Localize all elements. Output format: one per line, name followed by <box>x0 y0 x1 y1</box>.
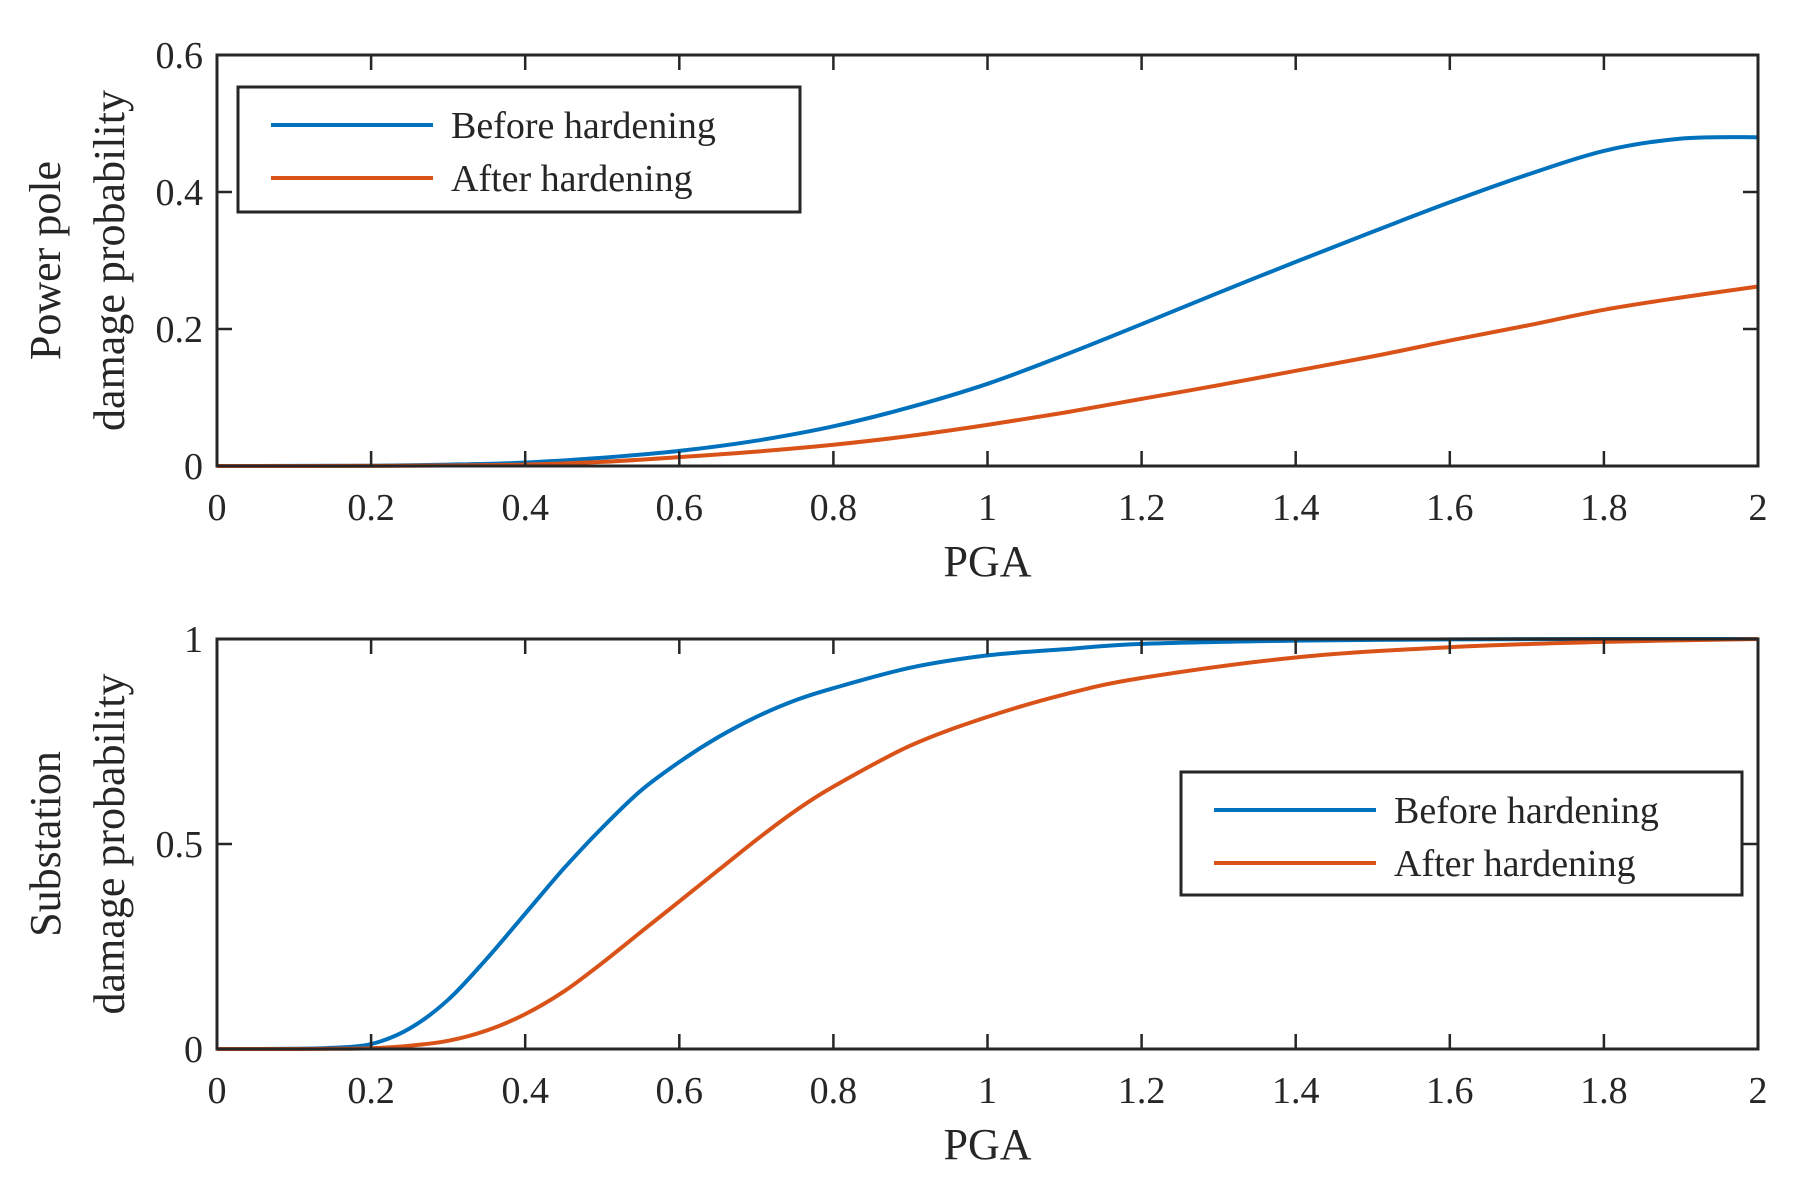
y-tick-label: 0 <box>184 446 203 488</box>
power-pole-chart: 0 0.2 0.4 0.6 0.8 1 1.2 1.4 1.6 1.8 2 0 0.2 0.4 0.6 PGA… <box>21 35 1768 586</box>
legend-label-before-hardening: Before hardening <box>451 105 716 147</box>
legend-label-after-hardening: After hardening <box>1394 843 1636 885</box>
legend-label-before-hardening: Before hardening <box>1394 790 1659 832</box>
y-tick-label: 0 <box>184 1029 203 1071</box>
y-tick-label: 1 <box>184 619 203 661</box>
y-tick-label: 0.6 <box>156 35 204 77</box>
x-tick-label: 0.4 <box>501 1070 549 1112</box>
x-tick-label: 0.4 <box>501 487 549 529</box>
x-tick-label: 1.2 <box>1118 487 1166 529</box>
legend-box <box>1179 770 1744 897</box>
x-tick-label: 1.6 <box>1426 1070 1474 1112</box>
x-axis-label: PGA <box>943 1120 1031 1169</box>
x-tick-label: 1.8 <box>1580 487 1628 529</box>
x-tick-label: 1.4 <box>1272 487 1320 529</box>
series-line-after-hardening <box>217 637 1759 1051</box>
x-tick-label: 1.8 <box>1580 1070 1628 1112</box>
x-tick-label: 1 <box>978 1070 997 1112</box>
x-tick-label: 1 <box>978 487 997 529</box>
x-tick-label: 0.6 <box>656 1070 704 1112</box>
legend: Before hardening After hardening <box>1179 770 1744 897</box>
x-tick-label: 0.2 <box>347 487 395 529</box>
x-tick-label: 0.6 <box>656 487 704 529</box>
y-tick-label: 0.5 <box>156 824 204 866</box>
y-axis-label-line-1: Power pole <box>21 161 70 360</box>
x-tick-label: 0 <box>208 487 227 529</box>
y-axis-label-line-2: damage probability <box>85 90 134 431</box>
y-axis-label-line-1: Substation <box>21 751 70 937</box>
legend-label-after-hardening: After hardening <box>451 158 693 200</box>
legend-box <box>236 85 802 214</box>
x-tick-label: 0.2 <box>347 1070 395 1112</box>
x-tick-label: 2 <box>1749 1070 1768 1112</box>
substation-chart: 0 0.2 0.4 0.6 0.8 1 1.2 1.4 1.6 1.8 2 0 0.5 1 PGA Subst… <box>21 619 1768 1169</box>
x-tick-label: 1.4 <box>1272 1070 1320 1112</box>
x-tick-label: 0.8 <box>810 1070 858 1112</box>
y-tick-label: 0.4 <box>156 172 204 214</box>
y-axis-label-line-2: damage probability <box>85 674 134 1015</box>
legend: Before hardening After hardening <box>236 85 802 214</box>
x-tick-label: 2 <box>1749 487 1768 529</box>
x-tick-label: 1.2 <box>1118 1070 1166 1112</box>
y-tick-label: 0.2 <box>156 309 204 351</box>
x-tick-label: 0.8 <box>810 487 858 529</box>
x-tick-label: 0 <box>208 1070 227 1112</box>
x-axis-label: PGA <box>943 537 1031 586</box>
x-tick-label: 1.6 <box>1426 487 1474 529</box>
